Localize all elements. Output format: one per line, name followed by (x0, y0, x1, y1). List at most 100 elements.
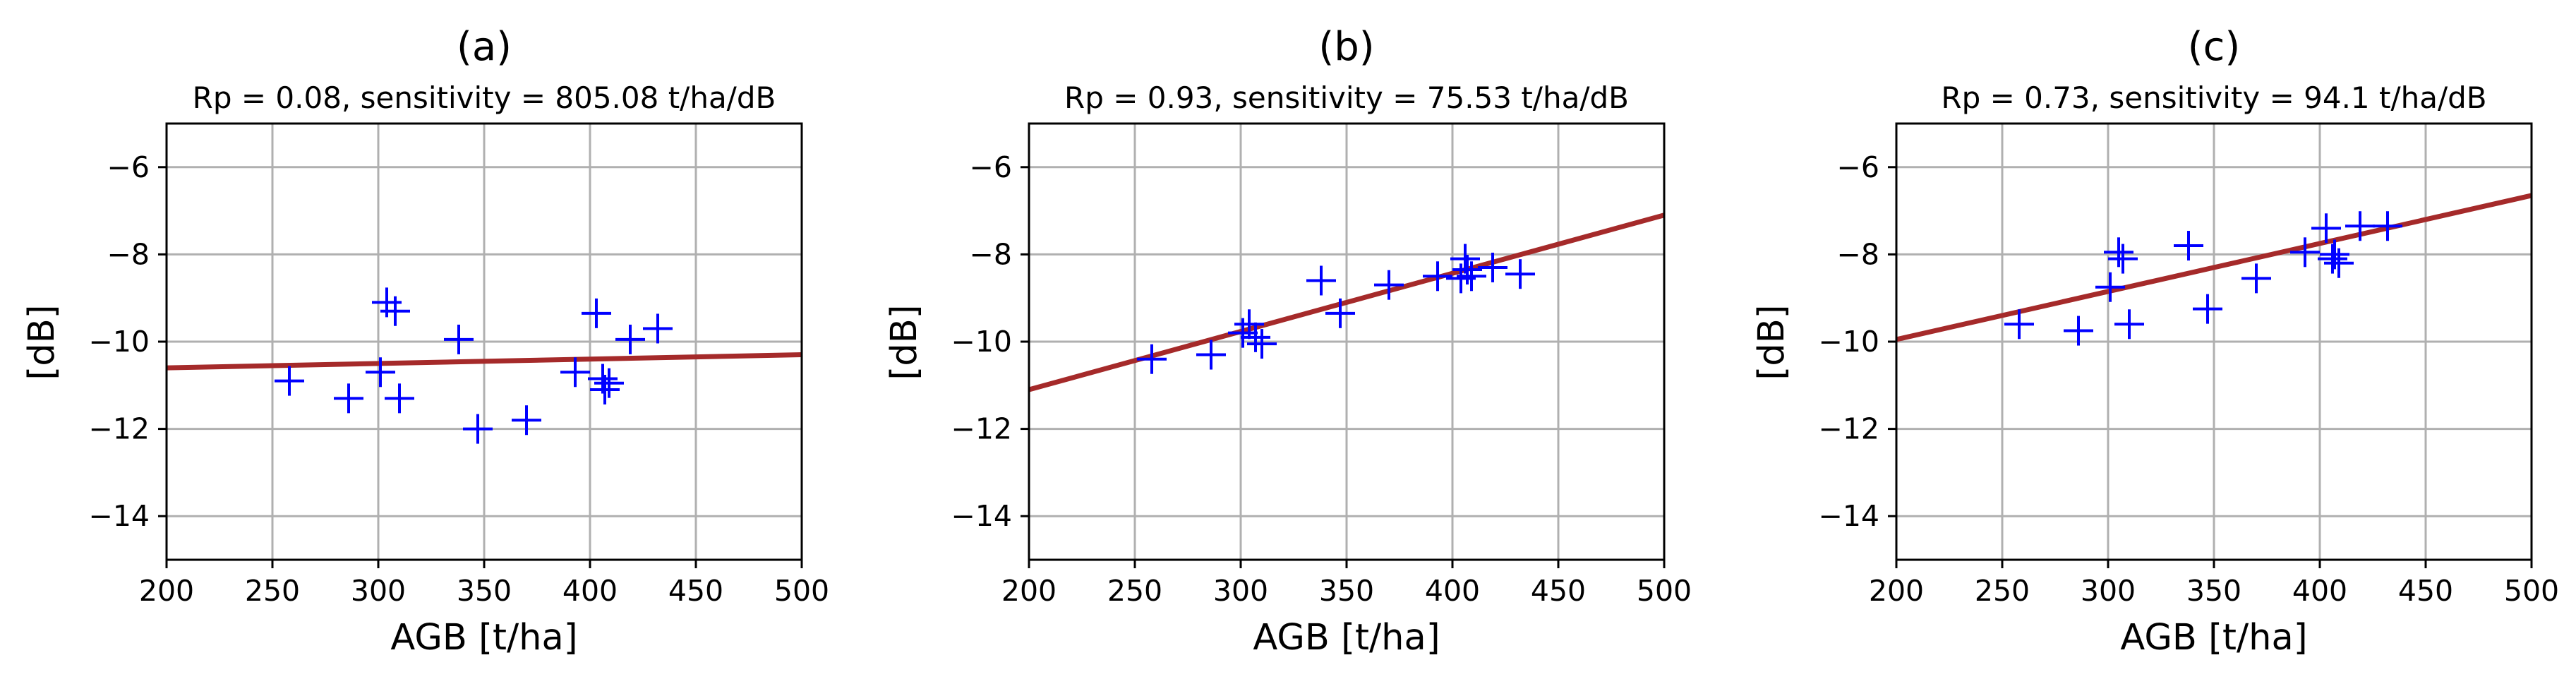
panel-a-xlabel: AGB [t/ha] (390, 617, 577, 659)
panel-c-xtick-label: 350 (2186, 574, 2241, 608)
panel-c-ytick-label: −8 (1837, 237, 1879, 271)
panel-b-ytick-label: −14 (951, 499, 1012, 533)
panel-b-data-point (1306, 265, 1336, 296)
panel-c-data-point (2241, 263, 2271, 294)
panel-c-fit-line (1896, 193, 2532, 342)
panel-c-title: (c) (2188, 24, 2240, 70)
panel-a-xtick-label: 200 (139, 574, 194, 608)
panel-a-data-point (594, 368, 624, 398)
panel-a-plot: 200 250 300 350 400 450 500 −6 −8 −10 −12 −14 (88, 122, 829, 608)
panel-a-data-point (582, 298, 611, 328)
panel-a-data-point (366, 357, 395, 388)
panel-c-data-point (2114, 309, 2144, 340)
panel-b-xtick-label: 350 (1319, 574, 1374, 608)
panel-b-data-point (1374, 270, 1404, 300)
panel-b: (b) Rp = 0.93, sensitivity = 75.53 t/ha/… (884, 24, 1692, 659)
panel-c-data-point (2290, 237, 2320, 268)
panel-c-xtick-label: 300 (2081, 574, 2136, 608)
panel-c-data-point (2108, 244, 2138, 274)
panel-b-xtick-label: 300 (1213, 574, 1268, 608)
panel-a-xtick-label: 450 (668, 574, 723, 608)
panel-a-subtitle: Rp = 0.08, sensitivity = 805.08 t/ha/dB (193, 80, 776, 115)
panel-a-data-point (380, 296, 410, 326)
panel-a-data-point (463, 414, 493, 444)
panel-a-data-point (590, 374, 620, 404)
panel-a-xtick-label: 400 (562, 574, 618, 608)
panel-b-axes-frame (1028, 122, 1666, 561)
panel-b-ytick-label: −8 (970, 237, 1012, 271)
panel-c-data-point (2104, 237, 2133, 268)
panel-a-fit-line (166, 352, 802, 371)
panel-c-xtick-label: 400 (2292, 574, 2347, 608)
panel-a-ytick-label: −8 (107, 237, 150, 271)
panel-c-ylabel: [dB] (1751, 304, 1793, 380)
panel-b-data-point (1325, 298, 1355, 328)
panel-c-data-point (2095, 272, 2125, 302)
panel-a-xtick-label: 500 (774, 574, 829, 608)
panel-b-data-point (1241, 322, 1270, 352)
panel-a-data-point (643, 313, 673, 344)
panel-b-data-point (1452, 255, 1482, 285)
panel-a-title: (a) (457, 24, 512, 70)
panel-c-ytick-label: −10 (1818, 325, 1879, 359)
panel-b-subtitle: Rp = 0.93, sensitivity = 75.53 t/ha/dB (1064, 80, 1629, 115)
panel-b-data-point (1478, 252, 1507, 282)
panel-c-data-point (2324, 248, 2354, 278)
panel-b-data-point (1423, 261, 1452, 292)
panel-a-xtick-label: 350 (457, 574, 512, 608)
panel-a-data-point (615, 324, 645, 354)
panel-a-data-point (275, 366, 304, 396)
panel-b-xtick-label: 200 (1001, 574, 1057, 608)
panel-a-data-point (385, 383, 414, 414)
panel-b-data-point (1505, 259, 1535, 289)
panel-a-ytick-label: −6 (107, 150, 150, 184)
panel-c: (c) Rp = 0.73, sensitivity = 94.1 t/ha/d… (1751, 24, 2559, 659)
panel-a-ytick-label: −10 (88, 325, 150, 359)
panel-b-data-point (1247, 329, 1277, 359)
panel-a-ylabel: [dB] (21, 304, 63, 380)
panel-c-data-point (2064, 316, 2093, 346)
panel-a-data-point (560, 357, 590, 388)
panel-c-data-point (2345, 211, 2375, 241)
panel-b-fit-line (1028, 212, 1665, 392)
panel-b-ytick-label: −10 (951, 325, 1012, 359)
panel-a-xtick-label: 300 (351, 574, 406, 608)
panel-c-ytick-label: −6 (1837, 150, 1879, 184)
panel-c-data-point (2004, 309, 2034, 340)
panel-a-data-point (512, 405, 541, 436)
panel-c-axes-frame (1895, 122, 2533, 561)
panel-b-data-point (1137, 344, 1167, 374)
panel-a-data-point (334, 383, 363, 414)
panel-b-ytick-label: −12 (951, 412, 1012, 446)
panel-c-subtitle: Rp = 0.73, sensitivity = 94.1 t/ha/dB (1941, 80, 2486, 115)
panel-b-title: (b) (1318, 24, 1374, 70)
panel-c-xtick-label: 450 (2398, 574, 2453, 608)
panel-c-data-point (2193, 294, 2222, 324)
panel-c-xlabel: AGB [t/ha] (2120, 617, 2307, 659)
panel-a-ytick-label: −14 (88, 499, 150, 533)
panel-b-plot: 200 250 300 350 400 450 500 −6 −8 −10 −12 −14 (951, 122, 1692, 608)
panel-b-xtick-label: 250 (1107, 574, 1162, 608)
panel-b-ytick-label: −6 (970, 150, 1012, 184)
panel-c-data-point (2174, 231, 2203, 261)
panel-b-ylabel: [dB] (884, 304, 925, 380)
panel-b-xtick-label: 500 (1637, 574, 1692, 608)
panel-a-data-point (444, 324, 474, 354)
panel-b-xtick-label: 400 (1425, 574, 1480, 608)
panel-c-xtick-label: 250 (1975, 574, 2030, 608)
panel-c-data-point (2373, 211, 2402, 241)
panel-a-axes-frame (165, 122, 803, 561)
panel-c-xtick-label: 200 (1869, 574, 1924, 608)
panel-c-ytick-label: −14 (1818, 499, 1879, 533)
panel-c-ytick-label: −12 (1818, 412, 1879, 446)
panel-b-xtick-label: 450 (1531, 574, 1586, 608)
panel-a-ytick-label: −12 (88, 412, 150, 446)
panel-c-xtick-label: 500 (2504, 574, 2559, 608)
panel-c-data-point (2311, 213, 2341, 244)
panel-b-data-point (1457, 261, 1486, 292)
panel-b-data-point (1234, 309, 1264, 340)
panel-c-plot: 200 250 300 350 400 450 500 −6 −8 −10 −12 −14 (1818, 122, 2559, 608)
panel-a: (a) Rp = 0.08, sensitivity = 805.08 t/ha… (21, 24, 829, 659)
